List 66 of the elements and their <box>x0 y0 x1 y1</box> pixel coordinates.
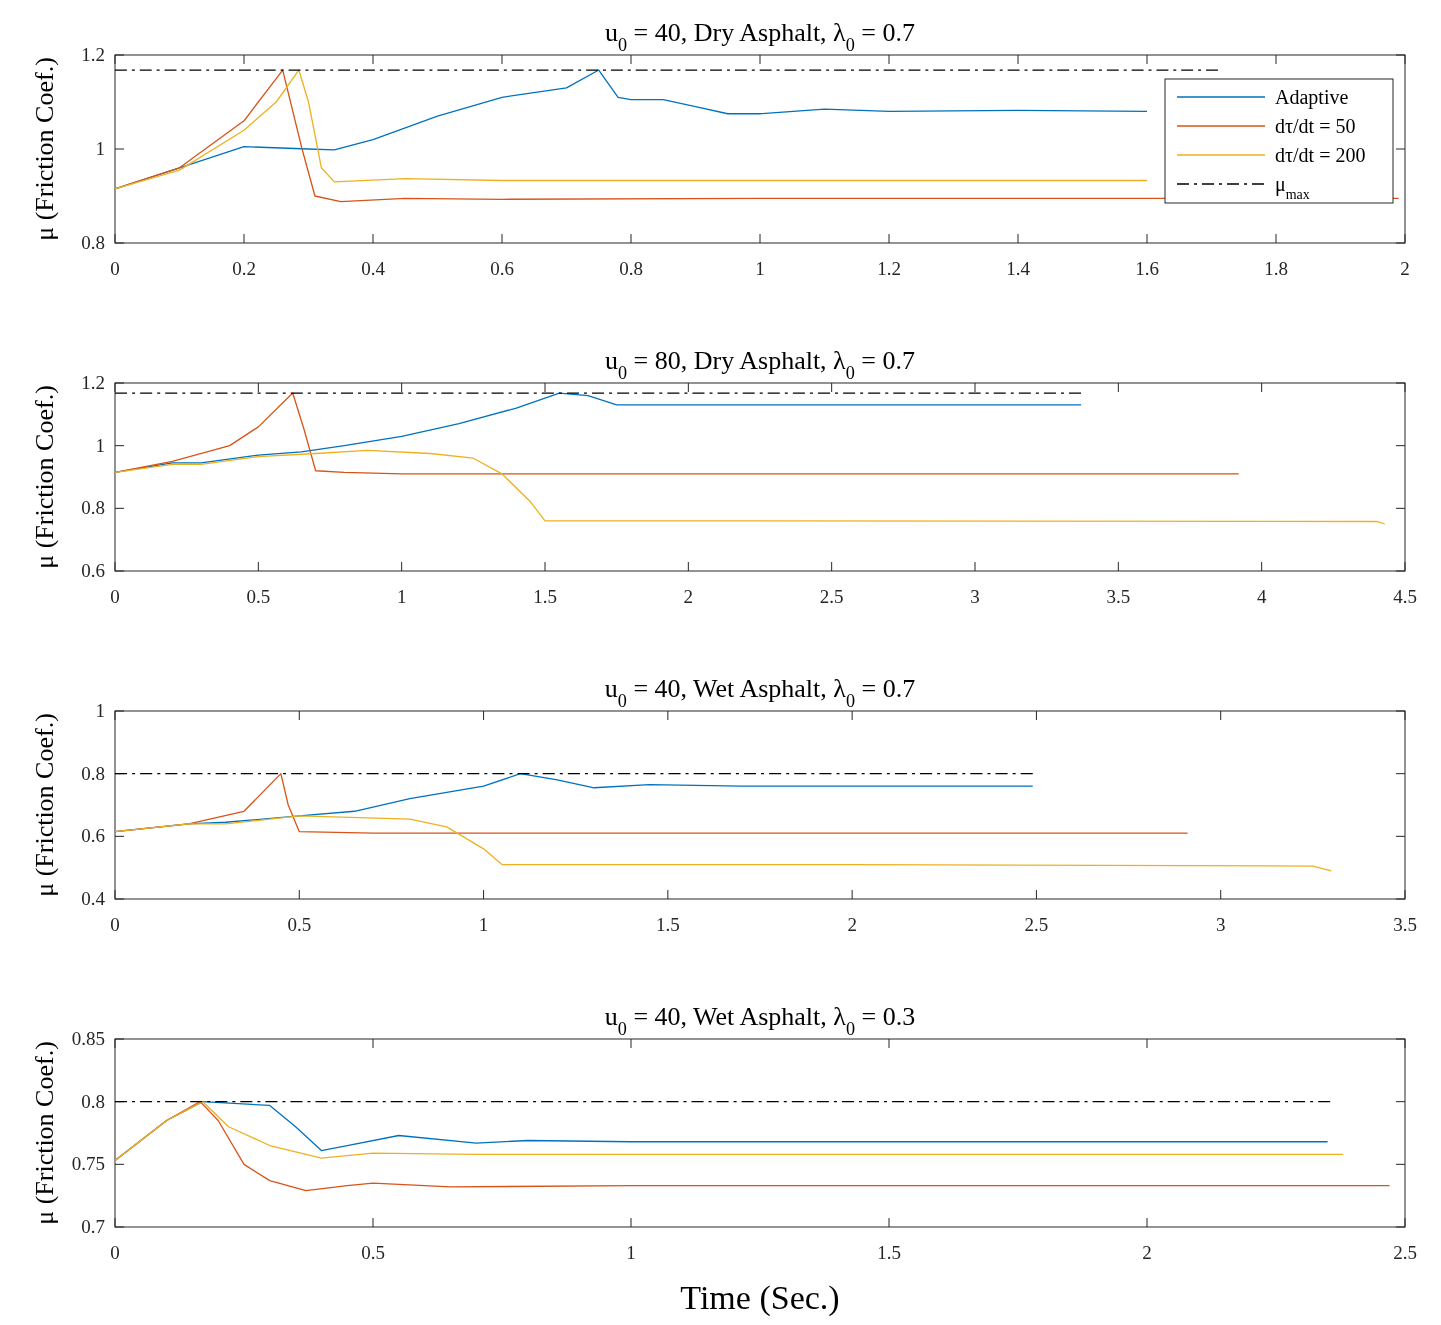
x-tick-label: 2.5 <box>1393 1242 1417 1263</box>
x-tick-label: 1.4 <box>1006 258 1031 279</box>
x-tick-label: 3 <box>970 586 980 607</box>
y-axis-title: μ (Friction Coef.) <box>30 1041 59 1225</box>
y-tick-label: 1 <box>95 434 105 456</box>
y-tick-label: 0.8 <box>81 497 105 519</box>
x-tick-label: 2.5 <box>819 586 844 607</box>
x-tick-label: 0.5 <box>361 1242 385 1263</box>
x-tick-label: 2 <box>847 914 857 935</box>
x-tick-label: 0 <box>110 258 120 279</box>
y-tick-label: 1.2 <box>81 44 105 65</box>
y-tick-label: 0.8 <box>81 762 105 784</box>
x-tick-label: 0.6 <box>490 258 514 279</box>
x-tick-label: 1.8 <box>1264 258 1288 279</box>
y-tick-label: 0.7 <box>81 1216 105 1237</box>
legend-label: μ$_{max}$ <box>1275 173 1310 202</box>
x-tick-label: 1.6 <box>1135 258 1159 279</box>
x-tick-label: 1.5 <box>533 586 557 607</box>
y-tick-label: 1 <box>95 138 105 159</box>
y-tick-label: 0.75 <box>71 1153 105 1175</box>
chart-title: u$_{0}$ = 40, Wet Asphalt, λ$_{0}$ = 0.3 <box>604 1002 916 1039</box>
x-tick-label: 2.5 <box>1024 914 1049 935</box>
x-tick-label: 2 <box>1400 258 1410 279</box>
x-tick-label: 1.5 <box>877 1242 901 1263</box>
x-tick-label: 0.4 <box>361 258 386 279</box>
x-tick-label: 2 <box>683 586 694 607</box>
legend-label: Adaptive <box>1275 86 1349 109</box>
y-tick-label: 0.6 <box>81 560 105 581</box>
x-axis-title: Time (Sec.) <box>680 1279 840 1317</box>
chart-title: u$_{0}$ = 40, Dry Asphalt, λ$_{0}$ = 0.7 <box>604 18 916 55</box>
x-tick-label: 0.2 <box>232 258 256 279</box>
chart-title: u$_{0}$ = 40, Wet Asphalt, λ$_{0}$ = 0.7 <box>604 674 916 711</box>
x-tick-label: 1.2 <box>877 258 901 279</box>
y-tick-label: 0.8 <box>81 232 105 253</box>
y-axis-title: μ (Friction Coef.) <box>30 57 59 241</box>
x-tick-label: 0 <box>110 914 120 935</box>
line-series <box>114 69 1148 190</box>
chart-title: u$_{0}$ = 80, Dry Asphalt, λ$_{0}$ = 0.7 <box>604 346 916 383</box>
x-tick-label: 1 <box>626 1242 636 1263</box>
x-tick-label: 0.8 <box>619 258 643 279</box>
y-tick-label: 0.85 <box>71 1028 105 1049</box>
x-tick-label: 1 <box>755 258 765 279</box>
y-tick-label: 0.4 <box>81 888 106 909</box>
x-tick-label: 0.5 <box>287 914 312 935</box>
y-tick-label: 1 <box>95 700 105 721</box>
line-series <box>114 449 1386 525</box>
x-tick-label: 0 <box>110 1242 120 1263</box>
x-tick-label: 1 <box>478 914 489 935</box>
x-tick-label: 2 <box>1142 1242 1152 1263</box>
y-tick-label: 0.8 <box>81 1090 105 1112</box>
x-tick-label: 4 <box>1256 586 1267 607</box>
x-tick-label: 0 <box>110 586 120 607</box>
y-axis-title: μ (Friction Coef.) <box>30 713 59 897</box>
x-tick-label: 3.5 <box>1393 914 1417 935</box>
y-tick-label: 0.6 <box>81 825 105 847</box>
x-tick-label: 3 <box>1215 914 1226 935</box>
legend-label: dτ/dt = 200 <box>1275 144 1366 166</box>
x-tick-label: 0.5 <box>246 586 271 607</box>
x-tick-label: 3.5 <box>1106 586 1131 607</box>
x-tick-label: 1.5 <box>655 914 680 935</box>
y-tick-label: 1.2 <box>81 372 105 393</box>
x-tick-label: 1 <box>396 586 407 607</box>
line-series <box>114 815 1332 872</box>
legend-label: dτ/dt = 50 <box>1275 115 1356 137</box>
x-tick-label: 4.5 <box>1393 586 1417 607</box>
y-axis-title: μ (Friction Coef.) <box>30 385 59 569</box>
